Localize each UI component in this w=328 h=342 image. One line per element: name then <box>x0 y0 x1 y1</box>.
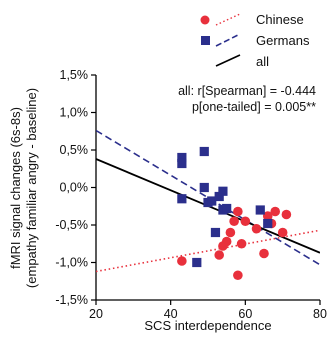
legend-marker-germans <box>201 36 210 45</box>
data-point-chinese <box>214 250 224 260</box>
data-point-chinese <box>229 216 239 227</box>
x-tick-label: 60 <box>238 307 252 321</box>
data-point-chinese <box>225 227 236 238</box>
legend-line-germans <box>215 33 241 47</box>
data-point-germans <box>263 218 273 229</box>
data-point-chinese <box>240 216 251 227</box>
data-point-chinese <box>177 256 187 266</box>
data-point-chinese <box>270 206 281 217</box>
y-tick-label: 0,5% <box>60 143 89 157</box>
legend-label-chinese: Chinese <box>256 12 304 27</box>
data-point-germans <box>214 191 224 202</box>
y-tick-label: 0,0% <box>60 181 89 195</box>
y-tick-label: -1,0% <box>55 256 88 270</box>
x-tick-label: 80 <box>313 307 327 321</box>
legend-label-germans: Germans <box>256 33 310 48</box>
p-value-annotation: p[one-tailed] = 0.005** <box>192 100 316 114</box>
data-point-germans <box>222 203 232 214</box>
correlation-annotation: all: r[Spearman] = -0.444 <box>178 84 316 98</box>
data-point-germans <box>199 146 209 157</box>
legend-line-all <box>215 54 241 67</box>
data-point-chinese <box>233 206 243 217</box>
data-point-germans <box>207 196 217 206</box>
y-tick-label: -0,5% <box>55 218 88 232</box>
fit-line-chinese <box>96 229 320 273</box>
data-point-chinese <box>221 236 232 247</box>
x-tick-label: 40 <box>164 307 178 321</box>
data-point-chinese <box>259 248 269 259</box>
data-point-chinese <box>236 238 247 249</box>
y-axis-title-line1: fMRI signal changes (6s-8s) <box>8 107 23 269</box>
legend: Chinese Germans all <box>200 12 310 69</box>
y-tick-label: 1,0% <box>60 106 89 120</box>
x-tick-label: 20 <box>89 307 103 321</box>
data-point-chinese <box>262 211 273 221</box>
y-tick-label: -1,5% <box>55 293 88 307</box>
data-point-germans <box>255 205 265 215</box>
data-point-germans <box>177 158 187 169</box>
legend-marker-chinese <box>200 15 210 25</box>
y-tick-label: 1,5% <box>60 68 89 82</box>
y-axis-title-line2: (empathy familiar angry - baseline) <box>24 88 39 288</box>
x-axis-title: SCS interdependence <box>144 318 271 333</box>
data-point-chinese <box>251 223 262 234</box>
data-point-germans <box>177 194 187 204</box>
data-point-chinese <box>233 270 243 281</box>
data-point-germans <box>177 152 187 163</box>
data-point-germans <box>199 182 209 193</box>
data-point-chinese <box>281 209 292 220</box>
legend-label-all: all <box>256 54 269 69</box>
data-point-chinese <box>277 227 288 238</box>
data-point-germans <box>218 186 228 196</box>
legend-line-chinese <box>215 13 241 26</box>
data-point-germans <box>210 227 221 238</box>
data-point-germans <box>192 257 202 268</box>
